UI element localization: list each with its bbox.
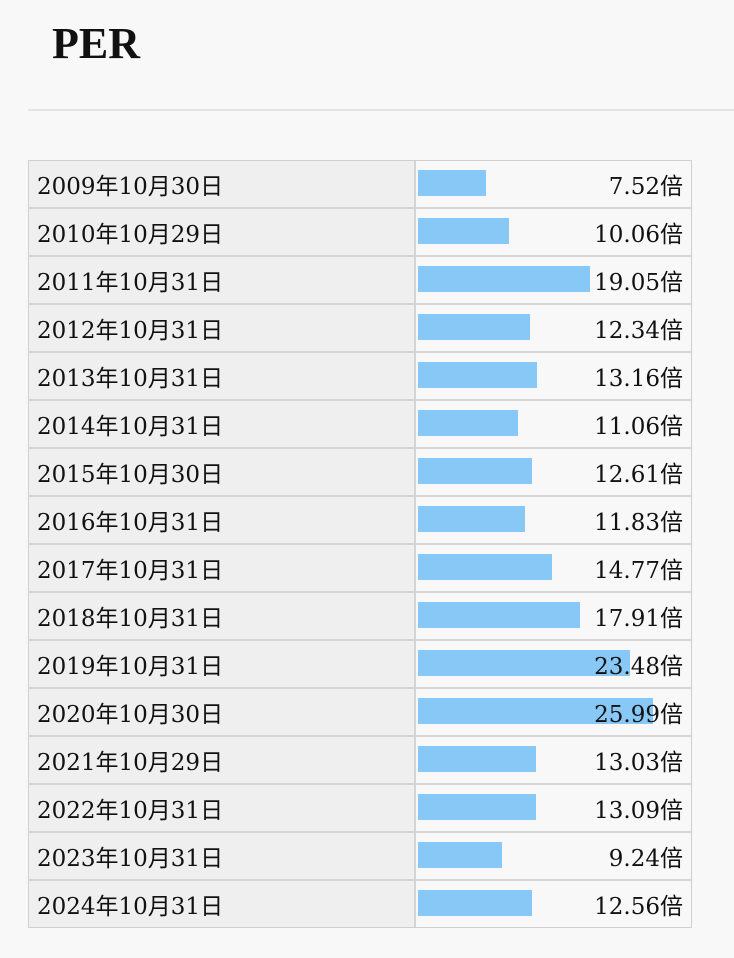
value-label: 19.05倍 (594, 270, 683, 296)
bar (418, 170, 486, 196)
bar (418, 554, 552, 580)
page-title: PER (52, 19, 140, 68)
date-cell: 2021年10月29日 (29, 737, 416, 783)
table-row: 2021年10月29日 13.03倍 (29, 737, 691, 785)
table-row: 2014年10月31日 11.06倍 (29, 401, 691, 449)
value-label: 12.61倍 (594, 462, 683, 488)
bar (418, 266, 591, 292)
table-row: 2018年10月31日 17.91倍 (29, 593, 691, 641)
bar (418, 698, 653, 724)
date-cell: 2022年10月31日 (29, 785, 416, 831)
date-cell: 2013年10月31日 (29, 353, 416, 399)
value-label: 14.77倍 (594, 558, 683, 584)
table-row: 2016年10月31日 11.83倍 (29, 497, 691, 545)
table-row: 2020年10月30日 25.99倍 (29, 689, 691, 737)
table-row: 2010年10月29日 10.06倍 (29, 209, 691, 257)
bar (418, 650, 631, 676)
table-row: 2023年10月31日 9.24倍 (29, 833, 691, 881)
date-cell: 2016年10月31日 (29, 497, 416, 543)
value-label: 13.03倍 (594, 750, 683, 776)
bar (418, 410, 518, 436)
table-row: 2017年10月31日 14.77倍 (29, 545, 691, 593)
divider (28, 109, 734, 111)
value-label: 11.83倍 (594, 510, 683, 536)
date-cell: 2020年10月30日 (29, 689, 416, 735)
table-row: 2009年10月30日 7.52倍 (29, 161, 691, 209)
value-label: 7.52倍 (608, 174, 683, 200)
bar (418, 314, 530, 340)
table-row: 2013年10月31日 13.16倍 (29, 353, 691, 401)
date-cell: 2014年10月31日 (29, 401, 416, 447)
table-row: 2011年10月31日 19.05倍 (29, 257, 691, 305)
date-cell: 2017年10月31日 (29, 545, 416, 591)
value-label: 11.06倍 (594, 414, 683, 440)
bar (418, 362, 537, 388)
value-label: 25.99倍 (594, 702, 683, 728)
value-label: 13.09倍 (594, 798, 683, 824)
table-row: 2022年10月31日 13.09倍 (29, 785, 691, 833)
date-cell: 2011年10月31日 (29, 257, 416, 303)
value-label: 10.06倍 (594, 222, 683, 248)
date-cell: 2009年10月30日 (29, 161, 416, 207)
bar (418, 506, 525, 532)
table-row: 2024年10月31日 12.56倍 (29, 881, 691, 927)
bar (418, 794, 537, 820)
date-cell: 2015年10月30日 (29, 449, 416, 495)
table-row: 2012年10月31日 12.34倍 (29, 305, 691, 353)
date-cell: 2023年10月31日 (29, 833, 416, 879)
table-row: 2019年10月31日 23.48倍 (29, 641, 691, 689)
bar (418, 890, 532, 916)
per-table: 2009年10月30日 7.52倍 2010年10月29日 10.06倍 2011年10… (28, 160, 692, 928)
date-cell: 2012年10月31日 (29, 305, 416, 351)
bar (418, 458, 533, 484)
table-row: 2015年10月30日 12.61倍 (29, 449, 691, 497)
date-cell: 2024年10月31日 (29, 881, 416, 927)
date-cell: 2019年10月31日 (29, 641, 416, 687)
bar (418, 842, 502, 868)
value-label: 13.16倍 (594, 366, 683, 392)
value-label: 12.34倍 (594, 318, 683, 344)
bar (418, 218, 509, 244)
value-label: 23.48倍 (594, 654, 683, 680)
date-cell: 2010年10月29日 (29, 209, 416, 255)
value-label: 12.56倍 (594, 894, 683, 920)
date-cell: 2018年10月31日 (29, 593, 416, 639)
value-label: 17.91倍 (594, 606, 683, 632)
bar (418, 602, 580, 628)
bar (418, 746, 536, 772)
value-label: 9.24倍 (608, 846, 683, 872)
